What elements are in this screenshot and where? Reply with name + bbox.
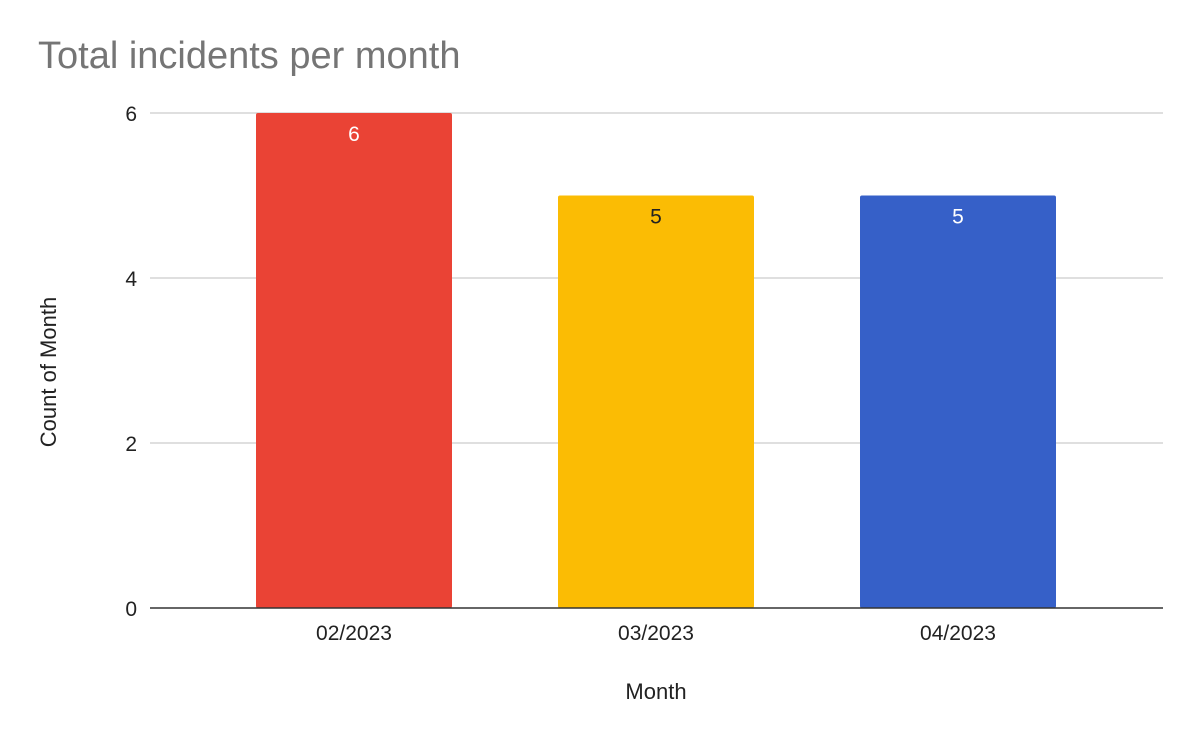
y-tick-label: 4	[125, 268, 137, 291]
y-axis-ticks: 0 2 4 6	[125, 103, 137, 621]
x-tick-label: 04/2023	[920, 622, 996, 645]
x-tick-label: 03/2023	[618, 622, 694, 645]
x-axis-title: Month	[625, 679, 686, 704]
bars: 6 5 5	[256, 113, 1056, 608]
bar	[558, 195, 754, 608]
bar	[256, 113, 452, 608]
x-tick-label: 02/2023	[316, 622, 392, 645]
y-tick-label: 6	[125, 103, 137, 126]
y-tick-label: 2	[125, 433, 137, 456]
x-axis-ticks: 02/2023 03/2023 04/2023	[316, 622, 996, 645]
bar-data-label: 5	[952, 206, 964, 229]
bar	[860, 195, 1056, 608]
bar-data-label: 6	[348, 123, 360, 146]
y-axis-title: Count of Month	[36, 297, 61, 447]
y-tick-label: 0	[125, 598, 137, 621]
bar-data-label: 5	[650, 206, 662, 229]
chart-title: Total incidents per month	[38, 35, 460, 77]
